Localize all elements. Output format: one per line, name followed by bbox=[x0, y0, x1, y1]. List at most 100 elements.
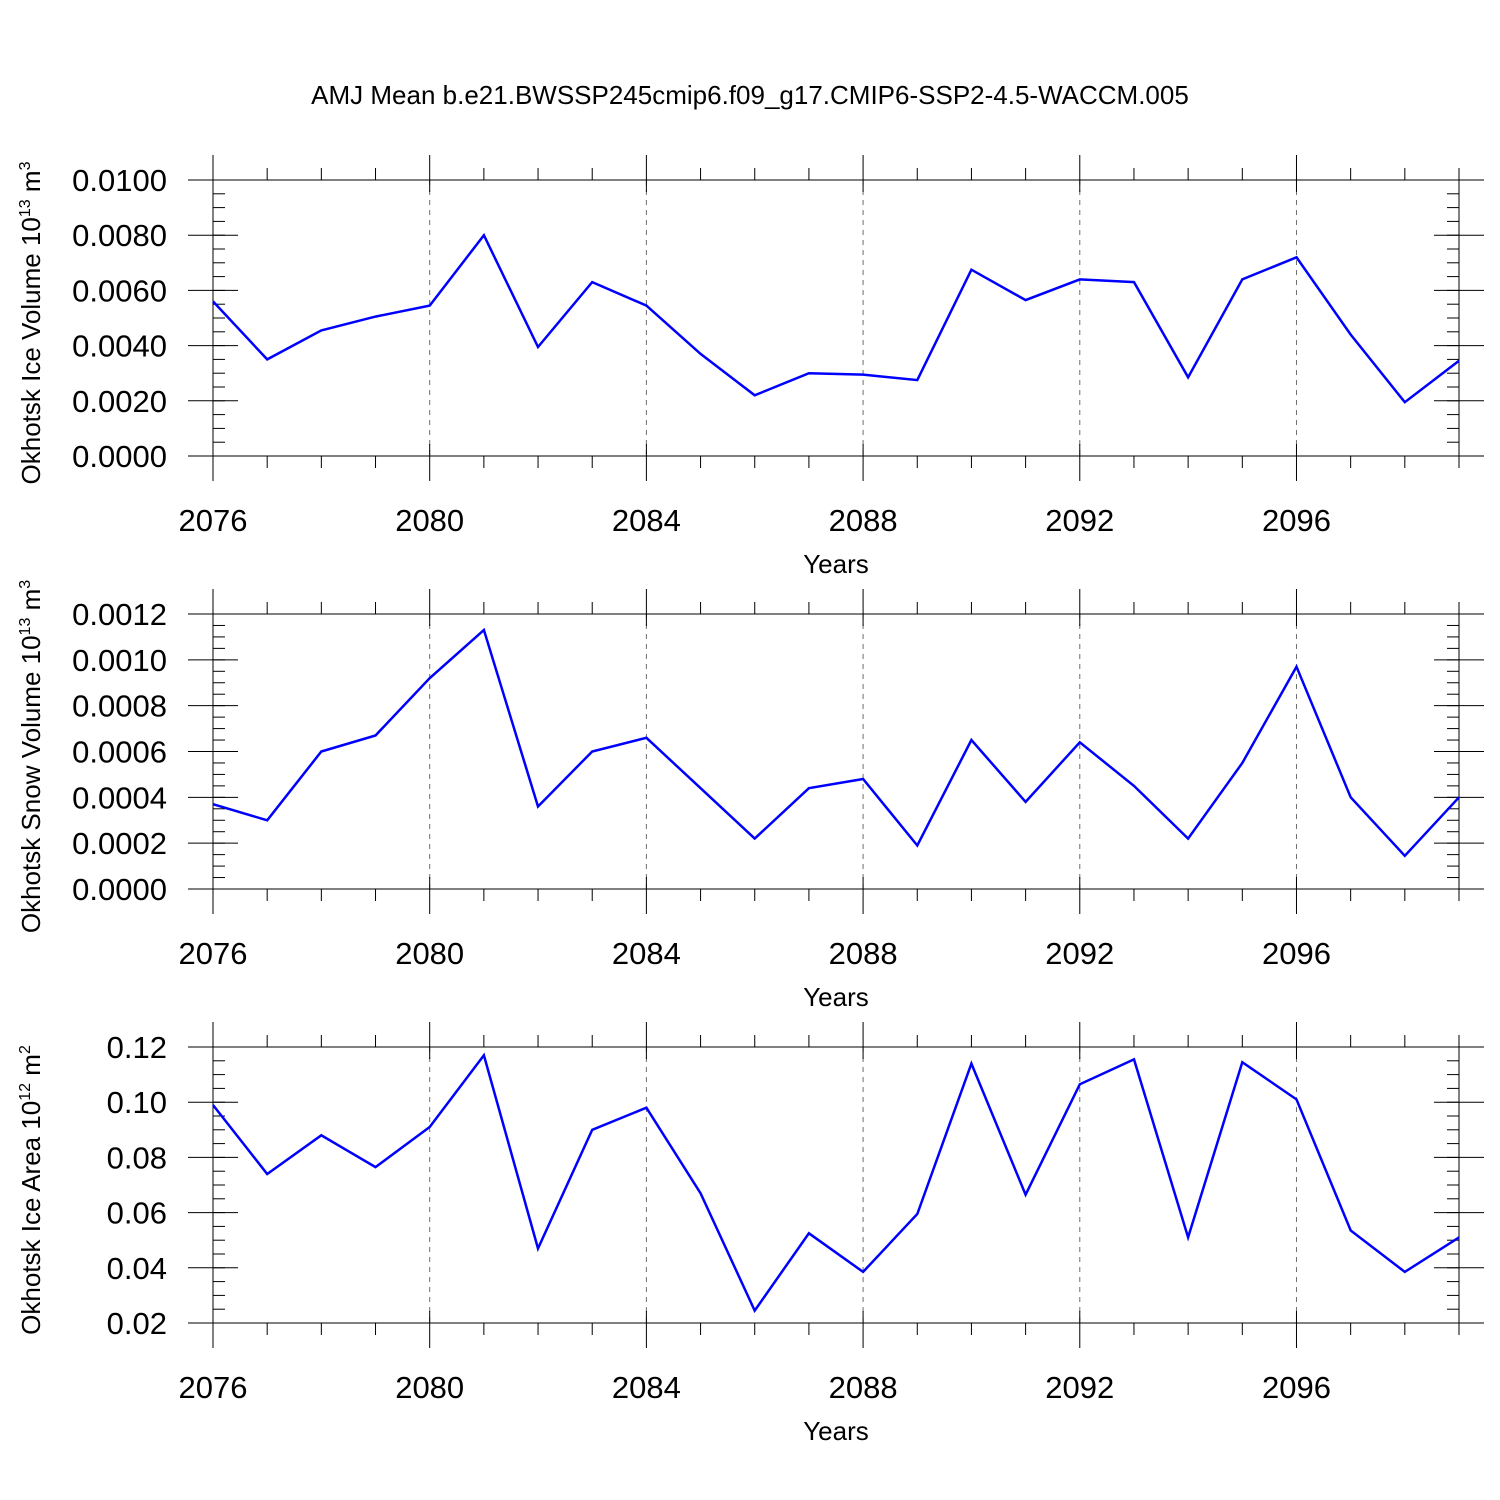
y-tick-label: 0.10 bbox=[107, 1085, 167, 1120]
data-point bbox=[807, 1231, 811, 1235]
data-point bbox=[590, 280, 594, 284]
data-point bbox=[428, 676, 432, 680]
data-point bbox=[428, 304, 432, 308]
data-point bbox=[807, 786, 811, 790]
data-point bbox=[753, 393, 757, 397]
data-point bbox=[969, 268, 973, 272]
data-point bbox=[1024, 1193, 1028, 1197]
series-line bbox=[212, 627, 1460, 858]
data-point bbox=[590, 1128, 594, 1132]
x-tick-label: 2076 bbox=[179, 503, 248, 538]
data-point bbox=[969, 1062, 973, 1066]
data-point bbox=[1403, 1270, 1407, 1274]
x-axis-title: Years bbox=[803, 549, 869, 579]
data-point bbox=[211, 299, 215, 303]
data-point bbox=[1240, 1060, 1244, 1064]
x-tick-label: 2088 bbox=[829, 936, 898, 971]
data-point bbox=[915, 1212, 919, 1216]
data-point bbox=[1457, 359, 1461, 363]
y-axis-title: Okhotsk Snow Volume 1013 m3 bbox=[16, 580, 46, 933]
data-point bbox=[1457, 1235, 1461, 1239]
y-axis-title-text: Okhotsk Ice Area 10 bbox=[16, 1101, 46, 1335]
x-tick-label: 2084 bbox=[612, 503, 681, 538]
y-tick-label: 0.0080 bbox=[72, 218, 167, 253]
y-tick-label: 0.0040 bbox=[72, 329, 167, 364]
y-axis-title-exponent: 13 bbox=[17, 199, 34, 217]
y-tick-label: 0.0000 bbox=[72, 872, 167, 907]
y-axis-title-unit: m bbox=[16, 1054, 46, 1083]
data-point bbox=[807, 371, 811, 375]
data-point bbox=[1349, 1229, 1353, 1233]
y-axis-title-exponent: 12 bbox=[17, 1083, 34, 1101]
data-point bbox=[699, 786, 703, 790]
data-point bbox=[969, 738, 973, 742]
data-point bbox=[644, 1106, 648, 1110]
chart-panel-1: 2076 2080 2084 2088 2092 2096 Years 0.0000 0.002… bbox=[16, 155, 1484, 579]
data-point bbox=[265, 1172, 269, 1176]
data-point bbox=[644, 736, 648, 740]
y-axis-title-exponent: 13 bbox=[17, 618, 34, 636]
data-point bbox=[1186, 1235, 1190, 1239]
x-tick-label: 2096 bbox=[1262, 503, 1331, 538]
figure-title: AMJ Mean b.e21.BWSSP245cmip6.f09_g17.CMI… bbox=[311, 80, 1189, 110]
data-point bbox=[1186, 375, 1190, 379]
data-point bbox=[699, 1191, 703, 1195]
data-point bbox=[861, 373, 865, 377]
data-point bbox=[861, 1270, 865, 1274]
data-point bbox=[1349, 795, 1353, 799]
y-tick-label: 0.0006 bbox=[72, 735, 167, 770]
data-point bbox=[482, 233, 486, 237]
x-tick-label: 2088 bbox=[829, 503, 898, 538]
data-point bbox=[536, 1246, 540, 1250]
y-tick-label: 0.04 bbox=[107, 1251, 167, 1286]
data-point bbox=[374, 1165, 378, 1169]
y-tick-label: 0.02 bbox=[107, 1306, 167, 1341]
chart-panel-2: 2076 2080 2084 2088 2092 2096 Years 0.0000 0.000… bbox=[16, 580, 1484, 1012]
data-point bbox=[1349, 333, 1353, 337]
data-point bbox=[861, 777, 865, 781]
data-point bbox=[1078, 1082, 1082, 1086]
data-point bbox=[699, 352, 703, 356]
data-point bbox=[319, 328, 323, 332]
y-tick-label: 0.08 bbox=[107, 1140, 167, 1175]
x-tick-label: 2096 bbox=[1262, 936, 1331, 971]
data-point bbox=[590, 750, 594, 754]
data-point bbox=[265, 357, 269, 361]
data-point bbox=[1294, 1097, 1298, 1101]
data-point bbox=[211, 1103, 215, 1107]
data-point bbox=[1403, 854, 1407, 858]
x-tick-label: 2096 bbox=[1262, 1370, 1331, 1405]
y-axis-title-text: Okhotsk Ice Volume 10 bbox=[16, 217, 46, 484]
data-point bbox=[536, 345, 540, 349]
y-tick-label: 0.0100 bbox=[72, 163, 167, 198]
y-axis-title: Okhotsk Ice Area 1012 m2 bbox=[16, 1045, 46, 1335]
data-point bbox=[1132, 1057, 1136, 1061]
data-point bbox=[1024, 298, 1028, 302]
data-point bbox=[374, 733, 378, 737]
data-point bbox=[536, 805, 540, 809]
data-point bbox=[482, 628, 486, 632]
data-point bbox=[1024, 800, 1028, 804]
y-tick-label: 0.0008 bbox=[72, 689, 167, 724]
x-tick-label: 2088 bbox=[829, 1370, 898, 1405]
data-point bbox=[1186, 837, 1190, 841]
x-axis-title: Years bbox=[803, 982, 869, 1012]
x-tick-label: 2076 bbox=[179, 936, 248, 971]
y-tick-label: 0.0004 bbox=[72, 780, 167, 815]
data-point bbox=[753, 837, 757, 841]
data-point bbox=[753, 1309, 757, 1313]
y-axis-title-unit-exponent: 3 bbox=[17, 161, 34, 170]
y-tick-label: 0.0060 bbox=[72, 273, 167, 308]
series-line bbox=[212, 232, 1460, 404]
x-tick-label: 2076 bbox=[179, 1370, 248, 1405]
y-axis-title: Okhotsk Ice Volume 1013 m3 bbox=[16, 161, 46, 484]
x-tick-label: 2080 bbox=[395, 936, 464, 971]
data-point bbox=[1132, 784, 1136, 788]
data-point bbox=[319, 750, 323, 754]
data-point bbox=[1294, 665, 1298, 669]
x-tick-label: 2080 bbox=[395, 1370, 464, 1405]
x-tick-label: 2084 bbox=[612, 1370, 681, 1405]
y-tick-label: 0.0020 bbox=[72, 384, 167, 419]
